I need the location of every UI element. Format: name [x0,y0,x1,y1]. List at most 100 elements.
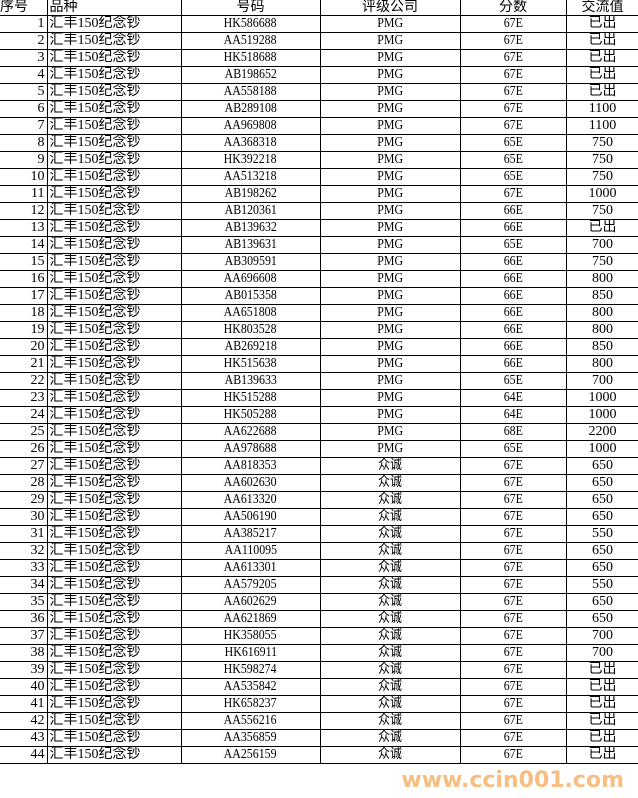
cell-col-grade[interactable]: 67E [459,661,567,679]
cell-col-grader[interactable]: PMG [319,151,461,169]
cell-col-grader[interactable]: PMG [319,389,461,407]
cell-col-value[interactable]: 800 [565,321,638,339]
cell-col-value[interactable]: 700 [565,627,638,645]
cell-col-serial[interactable]: AB139633 [180,372,321,390]
cell-col-value[interactable]: 750 [565,202,638,220]
cell-col-variety[interactable]: 汇丰150纪念钞 [46,253,182,271]
cell-col-index[interactable]: 20 [0,338,48,356]
cell-col-serial[interactable]: AB120361 [180,202,321,220]
cell-col-grader[interactable]: PMG [319,304,461,322]
cell-col-grader[interactable]: 众诚 [319,491,461,509]
cell-col-serial[interactable]: AA110095 [180,542,321,560]
cell-col-grade[interactable]: 66E [459,287,567,305]
header-col-serial[interactable]: 号码 [180,0,321,16]
cell-col-index[interactable]: 8 [0,134,48,152]
cell-col-grade[interactable]: 67E [459,49,567,67]
cell-col-grader[interactable]: PMG [319,423,461,441]
cell-col-grader[interactable]: PMG [319,236,461,254]
cell-col-value[interactable]: 已出 [565,49,638,67]
cell-col-value[interactable]: 800 [565,304,638,322]
header-col-grade[interactable]: 分数 [459,0,567,16]
cell-col-variety[interactable]: 汇丰150纪念钞 [46,100,182,118]
cell-col-value[interactable]: 750 [565,134,638,152]
cell-col-variety[interactable]: 汇丰150纪念钞 [46,542,182,560]
cell-col-serial[interactable]: AA385217 [180,525,321,543]
cell-col-grade[interactable]: 67E [459,117,567,135]
cell-col-value[interactable]: 750 [565,168,638,186]
cell-col-grader[interactable]: 众诚 [319,746,461,764]
cell-col-grader[interactable]: 众诚 [319,610,461,628]
cell-col-value[interactable]: 550 [565,576,638,594]
cell-col-grader[interactable]: 众诚 [319,593,461,611]
cell-col-grader[interactable]: PMG [319,372,461,390]
cell-col-value[interactable]: 650 [565,610,638,628]
cell-col-serial[interactable]: HK518688 [180,49,321,67]
cell-col-value[interactable]: 已出 [565,729,638,747]
cell-col-grade[interactable]: 67E [459,66,567,84]
cell-col-grader[interactable]: 众诚 [319,525,461,543]
cell-col-grade[interactable]: 65E [459,134,567,152]
cell-col-variety[interactable]: 汇丰150纪念钞 [46,474,182,492]
cell-col-variety[interactable]: 汇丰150纪念钞 [46,66,182,84]
cell-col-value[interactable]: 已出 [565,661,638,679]
cell-col-serial[interactable]: AA519288 [180,32,321,50]
cell-col-grade[interactable]: 67E [459,678,567,696]
cell-col-variety[interactable]: 汇丰150纪念钞 [46,270,182,288]
cell-col-variety[interactable]: 汇丰150纪念钞 [46,32,182,50]
cell-col-value[interactable]: 750 [565,253,638,271]
cell-col-serial[interactable]: HK358055 [180,627,321,645]
cell-col-grader[interactable]: 众诚 [319,644,461,662]
cell-col-grade[interactable]: 65E [459,372,567,390]
cell-col-grade[interactable]: 66E [459,202,567,220]
cell-col-serial[interactable]: AB289108 [180,100,321,118]
cell-col-index[interactable]: 43 [0,729,48,747]
cell-col-index[interactable]: 1 [0,15,48,33]
cell-col-grade[interactable]: 68E [459,423,567,441]
cell-col-variety[interactable]: 汇丰150纪念钞 [46,236,182,254]
cell-col-index[interactable]: 15 [0,253,48,271]
cell-col-index[interactable]: 3 [0,49,48,67]
cell-col-variety[interactable]: 汇丰150纪念钞 [46,185,182,203]
cell-col-serial[interactable]: HK586688 [180,15,321,33]
cell-col-grader[interactable]: PMG [319,219,461,237]
cell-col-grade[interactable]: 67E [459,593,567,611]
cell-col-index[interactable]: 13 [0,219,48,237]
cell-col-serial[interactable]: HK803528 [180,321,321,339]
cell-col-grader[interactable]: 众诚 [319,678,461,696]
cell-col-grade[interactable]: 66E [459,355,567,373]
cell-col-value[interactable]: 已出 [565,32,638,50]
cell-col-serial[interactable]: AA969808 [180,117,321,135]
cell-col-grader[interactable]: 众诚 [319,729,461,747]
cell-col-value[interactable]: 800 [565,355,638,373]
cell-col-value[interactable]: 已出 [565,695,638,713]
cell-col-value[interactable]: 已出 [565,746,638,764]
cell-col-grade[interactable]: 67E [459,610,567,628]
cell-col-index[interactable]: 38 [0,644,48,662]
cell-col-variety[interactable]: 汇丰150纪念钞 [46,168,182,186]
cell-col-serial[interactable]: AA558188 [180,83,321,101]
cell-col-value[interactable]: 650 [565,474,638,492]
cell-col-index[interactable]: 12 [0,202,48,220]
cell-col-grader[interactable]: 众诚 [319,576,461,594]
cell-col-grade[interactable]: 67E [459,746,567,764]
cell-col-index[interactable]: 22 [0,372,48,390]
cell-col-index[interactable]: 41 [0,695,48,713]
cell-col-variety[interactable]: 汇丰150纪念钞 [46,661,182,679]
cell-col-value[interactable]: 1000 [565,389,638,407]
cell-col-serial[interactable]: AB139632 [180,219,321,237]
cell-col-index[interactable]: 36 [0,610,48,628]
cell-col-serial[interactable]: AA506190 [180,508,321,526]
cell-col-serial[interactable]: HK616911 [180,644,321,662]
cell-col-serial[interactable]: AB269218 [180,338,321,356]
header-col-value[interactable]: 交流值 [565,0,638,16]
cell-col-value[interactable]: 已出 [565,678,638,696]
cell-col-variety[interactable]: 汇丰150纪念钞 [46,304,182,322]
cell-col-value[interactable]: 650 [565,457,638,475]
cell-col-value[interactable]: 已出 [565,712,638,730]
cell-col-value[interactable]: 1100 [565,117,638,135]
cell-col-value[interactable]: 已出 [565,66,638,84]
cell-col-index[interactable]: 11 [0,185,48,203]
cell-col-index[interactable]: 21 [0,355,48,373]
cell-col-grade[interactable]: 67E [459,474,567,492]
cell-col-variety[interactable]: 汇丰150纪念钞 [46,423,182,441]
